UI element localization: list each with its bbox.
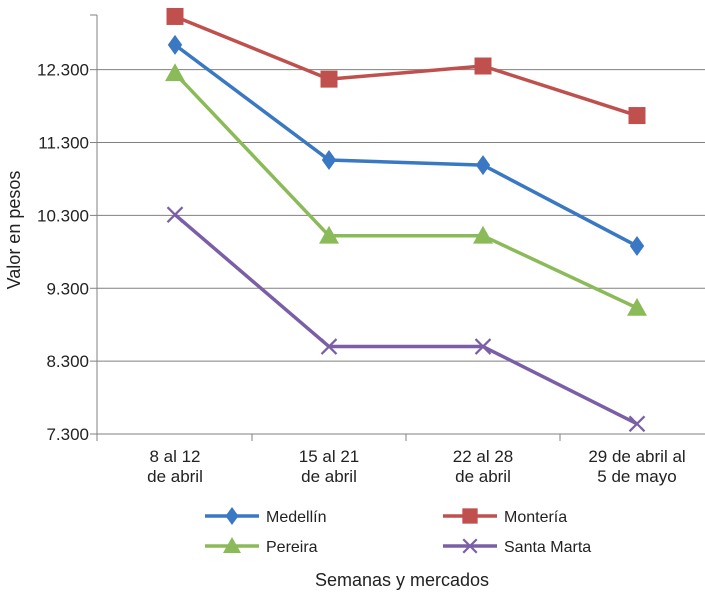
data-point-triangle	[319, 225, 339, 244]
x-tick-label: 15 al 21	[299, 447, 360, 466]
data-point-square	[628, 107, 646, 125]
legend-item: Pereira	[205, 537, 318, 556]
legend-label: Pereira	[266, 539, 318, 556]
legend-label: Medellín	[266, 509, 326, 526]
data-point-x	[628, 415, 646, 433]
data-point-triangle	[627, 297, 647, 316]
data-point-x	[462, 538, 478, 554]
data-point-diamond	[225, 507, 239, 525]
data-point-triangle	[473, 225, 493, 244]
data-point-square	[474, 57, 492, 75]
x-marker-stroke	[320, 338, 338, 355]
x-tick-label: 8 al 12	[149, 447, 200, 466]
legend-item: Montería	[443, 508, 567, 526]
gridlines	[97, 69, 705, 362]
y-tick-label: 9.300	[46, 279, 89, 298]
data-point-diamond	[321, 150, 337, 171]
data-point-triangle	[223, 537, 241, 554]
series-line	[173, 213, 638, 426]
data-point-x	[474, 338, 492, 355]
y-tick-label: 11.300	[38, 134, 89, 153]
x-tick-label: 22 al 28	[453, 447, 514, 466]
x-tick-label: 5 de mayo	[597, 467, 676, 486]
x-axis-title: Semanas y mercados	[315, 570, 489, 590]
data-point-square	[166, 7, 184, 25]
series-line	[173, 72, 638, 310]
series-line	[173, 43, 638, 248]
series-lines	[165, 7, 647, 433]
x-marker-stroke	[628, 415, 646, 433]
data-point-square	[320, 70, 338, 88]
data-point-diamond	[167, 34, 183, 55]
x-tick-label: 29 de abril al	[588, 447, 685, 466]
data-point-diamond	[475, 155, 491, 176]
legend-item: Medellín	[205, 507, 326, 526]
y-tick-label: 12.300	[37, 61, 89, 80]
x-marker-stroke	[462, 538, 478, 554]
y-tick-label: 7.300	[46, 425, 89, 444]
data-point-x	[166, 206, 184, 223]
y-tick-label: 10.300	[37, 206, 89, 225]
legend: Medellín Montería Pereira Santa Marta	[205, 507, 591, 556]
legend-item: Santa Marta	[443, 538, 591, 556]
x-tick-label: de abril	[455, 467, 511, 486]
y-tick-labels: 7.300 8.300 9.300 10.300 11.300 12.300	[37, 61, 89, 444]
legend-label: Montería	[504, 509, 567, 526]
data-point-square	[462, 508, 478, 524]
axes	[90, 14, 705, 441]
legend-label: Santa Marta	[504, 539, 591, 556]
data-point-triangle	[165, 63, 185, 82]
data-point-x	[320, 338, 338, 355]
y-tick-label: 8.300	[46, 352, 89, 371]
x-marker-stroke	[166, 206, 184, 223]
series-line	[174, 14, 638, 118]
y-axis-title: Valor en pesos	[4, 171, 24, 290]
data-point-diamond	[629, 235, 645, 256]
x-tick-label: de abril	[147, 467, 203, 486]
x-tick-label: de abril	[301, 467, 357, 486]
x-marker-stroke	[474, 338, 492, 355]
